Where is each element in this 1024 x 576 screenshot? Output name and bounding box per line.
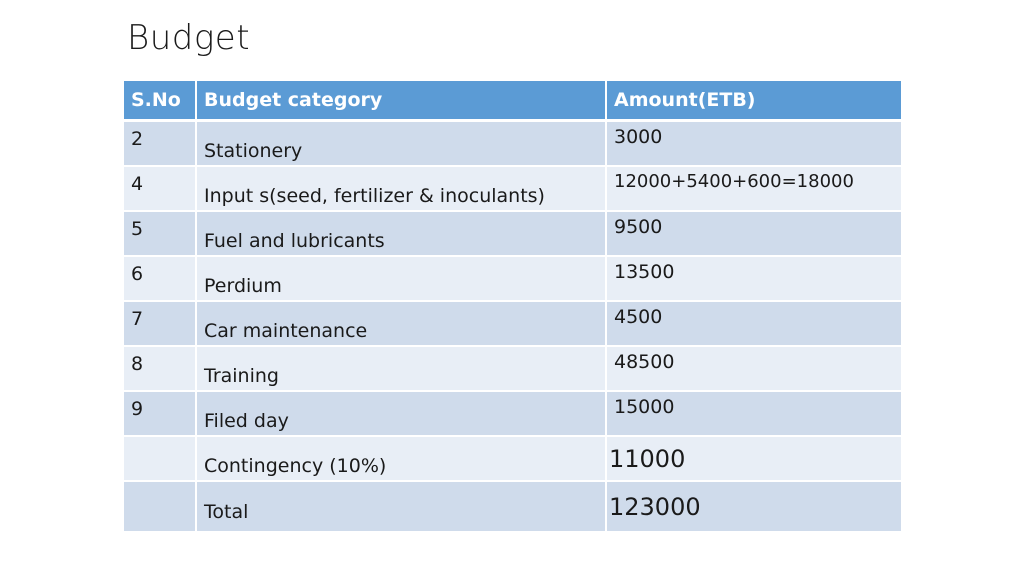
table-row-total: Total 123000 [124,481,901,533]
cell-amount: 3000 [606,120,901,167]
table-row: Contingency (10%) 11000 [124,436,901,482]
cell-category: Filed day [196,391,607,437]
cell-category: Contingency (10%) [196,436,607,482]
cell-amount: 13500 [606,256,901,302]
cell-sno: 4 [124,166,197,212]
cell-category: Training [196,346,607,392]
budget-table: S.No Budget category Amount(ETB) 2 Stati… [124,81,901,533]
table-row: 8 Training 48500 [124,346,901,392]
cell-category: Input s(seed, fertilizer & inoculants) [196,166,607,212]
cell-category: Stationery [196,120,607,167]
cell-amount: 11000 [606,436,901,482]
cell-sno [124,436,197,482]
cell-sno: 5 [124,211,197,257]
cell-category: Perdium [196,256,607,302]
cell-category: Total [196,481,607,533]
cell-sno: 8 [124,346,197,392]
cell-amount: 15000 [606,391,901,437]
cell-sno: 7 [124,301,197,347]
table-row: 6 Perdium 13500 [124,256,901,302]
cell-amount: 12000+5400+600=18000 [606,166,901,212]
column-header-category: Budget category [196,81,607,122]
cell-sno: 6 [124,256,197,302]
table-row: 9 Filed day 15000 [124,391,901,437]
cell-sno [124,481,197,533]
table-row: 2 Stationery 3000 [124,120,901,167]
cell-amount: 4500 [606,301,901,347]
table-row: 5 Fuel and lubricants 9500 [124,211,901,257]
column-header-amount: Amount(ETB) [606,81,901,122]
slide-title: Budget [127,18,251,58]
table-row: 4 Input s(seed, fertilizer & inoculants)… [124,166,901,212]
cell-category: Car maintenance [196,301,607,347]
column-header-sno: S.No [124,81,197,122]
table-row: 7 Car maintenance 4500 [124,301,901,347]
cell-amount: 9500 [606,211,901,257]
cell-sno: 2 [124,120,197,167]
cell-category: Fuel and lubricants [196,211,607,257]
table-header-row: S.No Budget category Amount(ETB) [124,81,901,122]
cell-amount: 48500 [606,346,901,392]
cell-sno: 9 [124,391,197,437]
cell-amount: 123000 [606,481,901,533]
